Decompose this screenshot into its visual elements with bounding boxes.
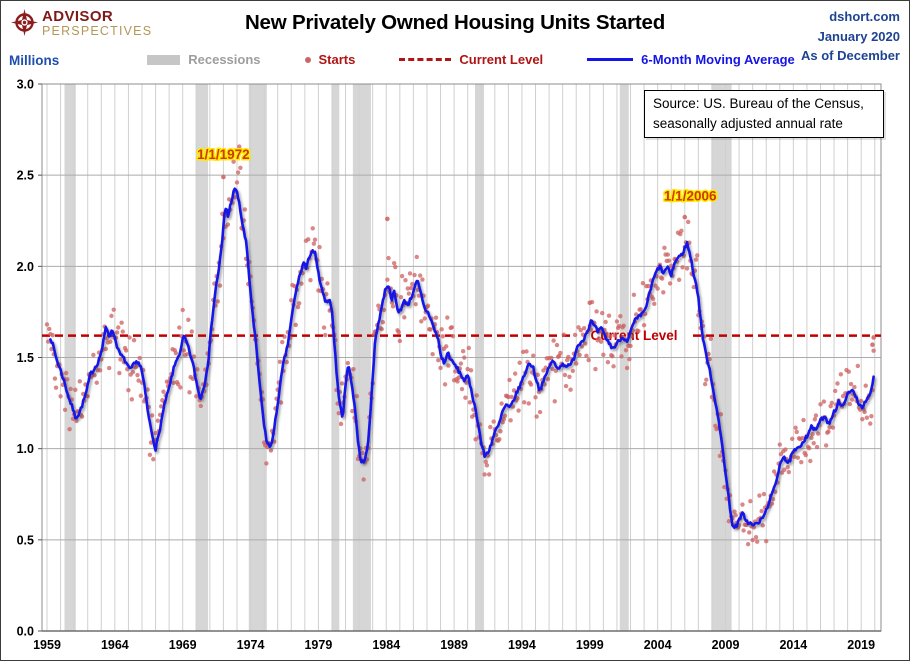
current-level-line: Current Level: [42, 328, 881, 343]
publication-date: January 2020: [817, 28, 900, 44]
moving-average-line: [49, 187, 875, 529]
logo-line-perspectives: PERSPECTIVES: [42, 24, 153, 38]
legend-item-starts: Starts: [304, 52, 355, 67]
moving-average-line-swatch: [587, 58, 634, 61]
y-tick-label: 1.0: [17, 442, 34, 456]
current-level-label: Current Level: [590, 328, 677, 343]
x-tick-label: 1999: [576, 638, 604, 652]
x-tick-label: 1979: [304, 638, 332, 652]
y-axis-ticks: 3.0 2.5 2.0 1.5 1.0 0.5 0.0: [17, 78, 42, 639]
x-tick-label: 2004: [644, 638, 672, 652]
recession-band-swatch: [147, 54, 181, 65]
annotations: 1/1/1972 1/1/2006: [196, 145, 719, 205]
y-axis-unit-label: Millions: [9, 53, 60, 68]
compass-icon: [11, 9, 38, 36]
annotation-1-1-2006: 1/1/2006: [664, 189, 717, 204]
logo-line-advisor: ADVISOR: [42, 8, 114, 25]
page-title: New Privately Owned Housing Units Starte…: [244, 11, 666, 34]
x-tick-label: 1959: [33, 638, 61, 652]
y-tick-label: 0.5: [17, 533, 34, 547]
y-tick-label: 1.5: [17, 351, 34, 365]
y-tick-label: 2.0: [17, 260, 34, 274]
x-axis-ticks: 1959 1964 1969 1974 1979 1984 1989 1994 1999 2004…: [33, 638, 875, 652]
x-tick-label: 1974: [237, 638, 265, 652]
annotation-1-1-1972: 1/1/1972: [197, 147, 250, 162]
x-tick-label: 1989: [440, 638, 468, 652]
y-tick-label: 0.0: [17, 625, 34, 639]
publication-info: dshort.com January 2020 As of December: [801, 7, 900, 66]
chart-legend: Recessions Starts Current Level 6-Month …: [147, 52, 795, 67]
current-level-dash-swatch: [399, 58, 452, 61]
starts-dot-swatch: [304, 56, 311, 63]
data-as-of: As of December: [801, 48, 900, 63]
x-tick-label: 1964: [101, 638, 129, 652]
site-name: dshort.com: [829, 9, 900, 24]
legend-item-moving-average: 6-Month Moving Average: [587, 52, 795, 67]
x-tick-label: 1994: [508, 638, 536, 652]
legend-item-recessions: Recessions: [147, 52, 261, 67]
source-note-box: Source: US. Bureau of the Census, season…: [644, 90, 884, 139]
x-tick-label: 1969: [169, 638, 197, 652]
y-tick-label: 2.5: [17, 169, 34, 183]
source-line-1: Source: US. Bureau of the Census,: [653, 96, 864, 111]
legend-item-current-level: Current Level: [399, 52, 543, 67]
y-tick-label: 3.0: [17, 78, 34, 92]
x-tick-label: 2009: [712, 638, 740, 652]
source-line-2: seasonally adjusted annual rate: [653, 115, 843, 131]
x-tick-label: 1984: [372, 638, 400, 652]
x-tick-label: 2019: [847, 638, 875, 652]
x-tick-label: 2014: [779, 638, 807, 652]
value-gridlines: [42, 174, 881, 541]
advisor-perspectives-logo: ADVISOR PERSPECTIVES: [11, 9, 152, 38]
